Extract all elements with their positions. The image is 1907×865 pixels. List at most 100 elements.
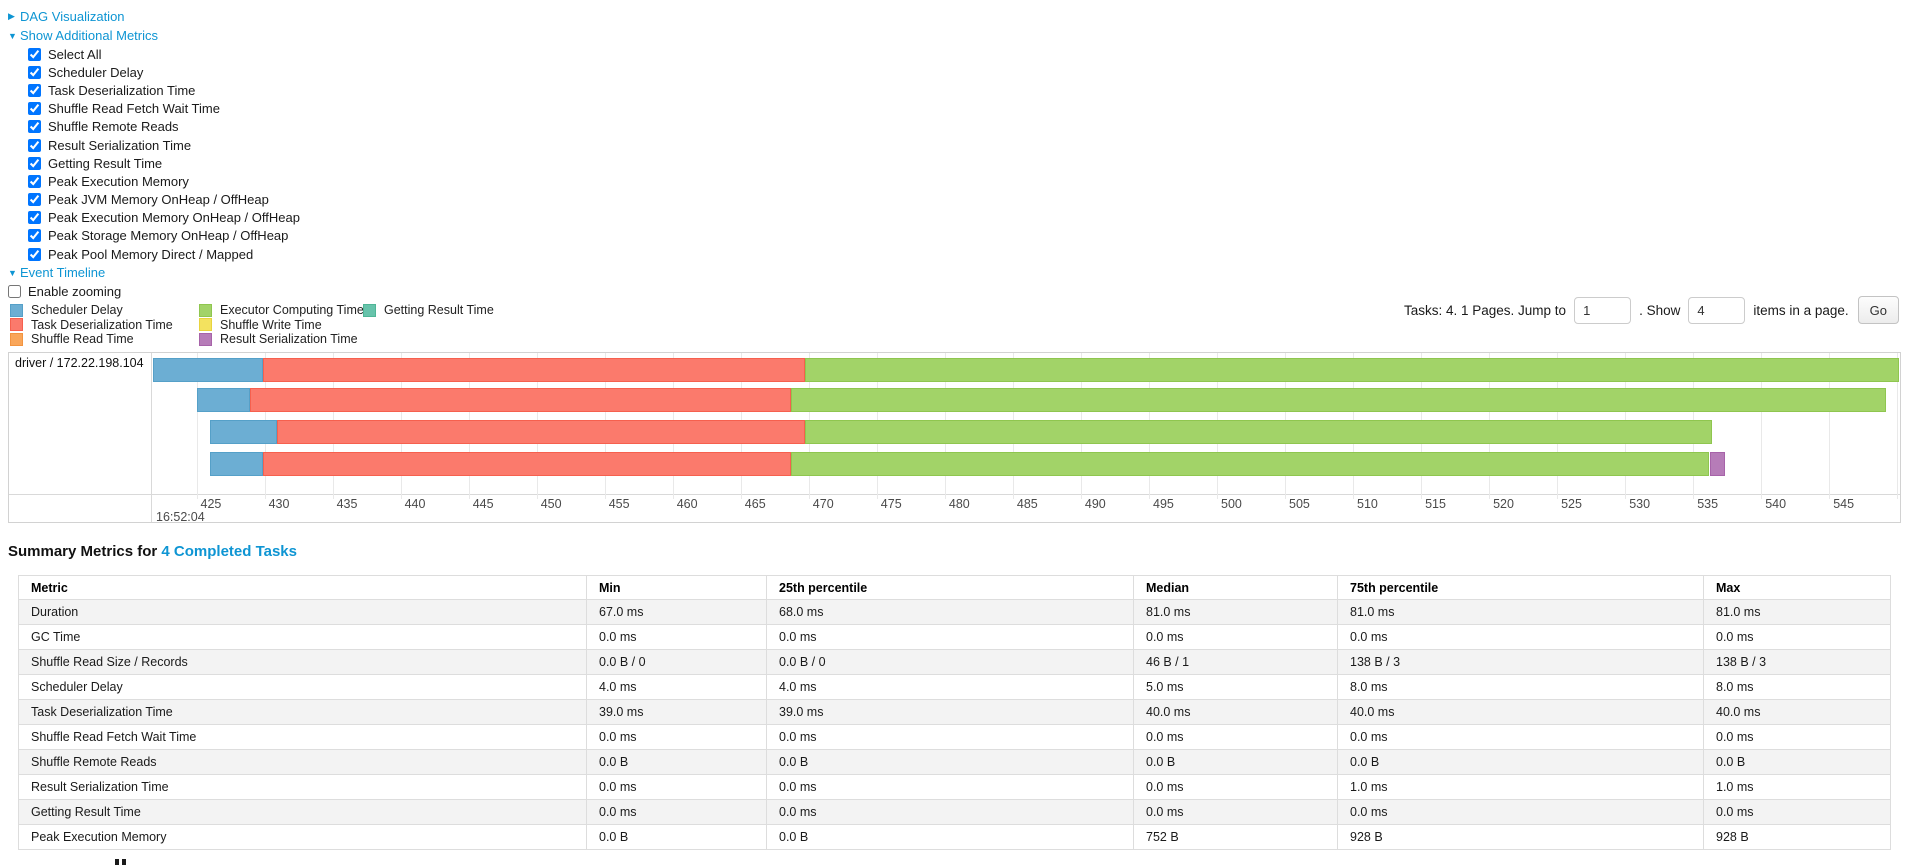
table-column-header: Max [1703,575,1891,600]
metric-checkbox[interactable] [28,156,41,170]
scheduler_delay-task-segment[interactable] [210,452,264,476]
axis-tick-label: 540 [1765,497,1787,511]
timeline-header: Scheduler Delay Task Deserialization Time… [10,296,1899,349]
axis-tick-label: 535 [1697,497,1719,511]
metric-value-cell: 0.0 ms [766,724,1134,750]
metric-name-cell: Shuffle Read Size / Records [18,649,587,675]
axis-tick-label: 490 [1084,497,1106,511]
timeline-plot: 425 430 435 440 445 450 455 460 465 470 475 480 485 4… [153,353,1900,522]
legend-item: Shuffle Write Time [199,318,363,333]
show-additional-metrics-label: Show Additional Metrics [20,28,159,43]
completed-tasks-link[interactable]: 4 Completed Tasks [161,543,297,560]
metric-value-cell: 138 B / 3 [1337,649,1704,675]
table-row: Shuffle Read Fetch Wait Time 0.0 ms 0.0 ms… [18,724,1891,750]
event-timeline-toggle[interactable]: ▼ Event Timeline [8,263,1907,282]
metric-name-cell: Result Serialization Time [18,774,587,800]
metric-value-cell: 8.0 ms [1337,674,1704,700]
stage-controls-panel: ▶ DAG Visualization ▼ Show Additional Me… [0,0,1907,301]
metric-value-cell: 0.0 ms [766,624,1134,650]
axis-tick-label: 520 [1493,497,1514,511]
result_serialization-task-segment[interactable] [1709,452,1725,476]
table-row: GC Time 0.0 ms 0.0 ms 0.0 ms 0.0 ms 0.0 ms [18,624,1891,650]
timeline-gridline [1829,353,1831,499]
executor_computing-task-segment[interactable] [791,388,1887,412]
task_deserialization-task-segment[interactable] [276,420,805,444]
scheduler_delay-task-segment[interactable] [153,358,264,382]
legend-label: Getting Result Time [384,303,494,318]
metric-value-cell: 0.0 ms [586,774,767,800]
table-row: Shuffle Remote Reads 0.0 B 0.0 B 0.0 B 0.0 B… [18,749,1891,775]
metric-checkbox[interactable] [28,120,41,134]
metric-checkbox[interactable] [28,247,41,261]
metric-checkbox[interactable] [28,174,41,188]
jump-to-page-input[interactable] [1574,296,1632,324]
executor_computing-task-segment[interactable] [791,452,1710,476]
metric-value-cell: 928 B [1703,824,1891,850]
axis-tick-label: 500 [1221,497,1242,511]
metric-value-cell: 0.0 ms [1133,624,1338,650]
executor_computing-task-segment[interactable] [804,358,1899,382]
legend-label: Executor Computing Time [220,303,364,318]
metric-checkbox[interactable] [28,83,41,97]
go-button[interactable]: Go [1857,296,1899,324]
metric-value-cell: 40.0 ms [1703,699,1891,725]
legend-label: Shuffle Read Time [31,332,134,347]
legend-label: Shuffle Write Time [220,317,322,332]
metric-value-cell: 928 B [1337,824,1704,850]
axis-tick-label: 465 [744,497,766,511]
enable-zooming-checkbox[interactable] [8,285,21,299]
items-per-page-input[interactable] [1688,296,1746,324]
metric-name-cell: Shuffle Read Fetch Wait Time [18,724,587,750]
scheduler_delay-task-segment[interactable] [196,388,250,412]
axis-tick-label: 455 [608,497,630,511]
shuffle_read-legend-swatch [10,332,23,346]
metric-checkbox[interactable] [28,193,41,207]
metric-checkbox-label: Task Deserialization Time [48,82,196,98]
show-additional-metrics-toggle[interactable]: ▼ Show Additional Metrics [8,26,1907,45]
metric-checkbox-label: Peak Execution Memory OnHeap / OffHeap [48,210,300,226]
metric-name-cell: GC Time [18,624,587,650]
table-header-row: Metric Min 25th percentile Median 75th perce… [18,575,1891,600]
metric-checkbox[interactable] [28,65,41,79]
pagination-mid-text: . Show [1639,302,1681,318]
metric-value-cell: 4.0 ms [586,674,767,700]
metric-checkbox[interactable] [28,229,41,243]
task_deserialization-task-segment[interactable] [263,452,792,476]
metric-name-cell: Peak Execution Memory [18,824,587,850]
enable-zooming-option: Enable zooming [8,282,1907,301]
scheduler_delay-task-segment[interactable] [210,420,277,444]
axis-tick-label: 435 [336,497,358,511]
axis-tick-label: 545 [1833,497,1855,511]
metric-checkbox[interactable] [28,211,41,225]
legend-column: Executor Computing Time Shuffle Write Tim… [199,303,364,347]
metric-checkbox[interactable] [28,138,41,152]
legend-item: Executor Computing Time [199,303,364,318]
metric-value-cell: 5.0 ms [1133,674,1338,700]
dag-visualization-toggle[interactable]: ▶ DAG Visualization [8,7,1907,26]
metric-checkbox-item: Peak Execution Memory [28,172,1907,190]
metric-value-cell: 4.0 ms [766,674,1134,700]
metric-checkbox[interactable] [28,47,41,61]
legend-column: Getting Result Time [363,303,494,347]
legend-label: Result Serialization Time [220,332,358,347]
axis-tick-label: 460 [676,497,698,511]
metric-checkbox-label: Peak Pool Memory Direct / Mapped [48,246,254,262]
table-row: Duration 67.0 ms 68.0 ms 81.0 ms 81.0 ms 81.0… [18,599,1891,625]
table-row: Scheduler Delay 4.0 ms 4.0 ms 5.0 ms 8.0 ms 8… [18,674,1891,700]
table-row: Result Serialization Time 0.0 ms 0.0 ms 0.0… [18,774,1891,800]
axis-tick-label: 525 [1561,497,1582,511]
executor_computing-task-segment[interactable] [804,420,1713,444]
metric-checkbox-item: Getting Result Time [28,154,1907,172]
metric-checkbox[interactable] [28,102,41,116]
metric-value-cell: 8.0 ms [1703,674,1891,700]
metric-value-cell: 0.0 ms [1703,624,1891,650]
task_deserialization-task-segment[interactable] [263,358,805,382]
legend-label: Task Deserialization Time [31,317,173,332]
task_deserialization-legend-swatch [10,318,23,332]
task_deserialization-task-segment[interactable] [249,388,792,412]
timeline-legend: Scheduler Delay Task Deserialization Time… [10,303,1899,347]
legend-item: Result Serialization Time [199,332,363,347]
metric-value-cell: 81.0 ms [1703,599,1891,625]
metric-value-cell: 0.0 ms [766,799,1134,825]
axis-tick-label: 515 [1425,497,1446,511]
